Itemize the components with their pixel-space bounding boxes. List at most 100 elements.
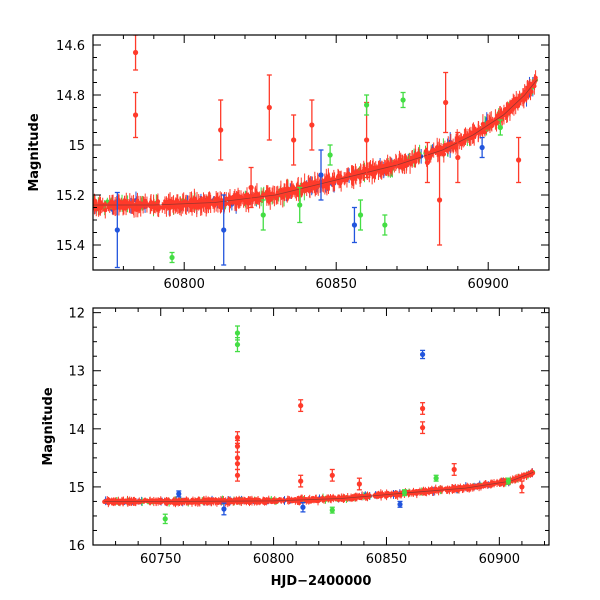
- y-tick-label: 13: [68, 365, 85, 380]
- bg-point: [98, 203, 103, 208]
- bg-point: [385, 161, 390, 167]
- data-point: [424, 159, 430, 166]
- bg-point: [116, 499, 122, 505]
- bg-point: [449, 486, 455, 491]
- bg-point: [482, 130, 488, 135]
- data-point: [169, 254, 175, 261]
- bg-point: [357, 175, 363, 180]
- top-panel: 60800 60850 60900 14.6 14.8 15 15.2 15.4 Magnitu…: [27, 34, 550, 292]
- data-point: [234, 434, 241, 441]
- bg-point: [171, 204, 177, 210]
- bg-point: [93, 202, 98, 207]
- data-point: [433, 475, 439, 481]
- x-axis: 60800 60850 60900: [92, 35, 550, 292]
- bg-point: [345, 171, 351, 176]
- data-point: [234, 341, 241, 348]
- y-tick-label: 14: [68, 423, 85, 438]
- y-tick-label: 15: [68, 481, 85, 496]
- bg-point: [243, 200, 249, 205]
- bg-point: [423, 488, 428, 493]
- bg-point: [143, 198, 148, 204]
- bg-point: [255, 498, 261, 503]
- bg-point: [171, 200, 176, 205]
- bg-point: [504, 106, 509, 112]
- y-axis: 12 13 14 15 16: [68, 307, 549, 554]
- bg-point: [167, 198, 173, 204]
- bg-point: [533, 75, 538, 81]
- bg-point: [224, 196, 229, 201]
- bg-point: [321, 497, 327, 503]
- data-point: [298, 402, 304, 409]
- bg-point: [529, 89, 534, 95]
- bottom-panel: 60750 60800 60850 60900 12 13 14 15 16 Magnitude H…: [41, 307, 550, 589]
- y-tick-label: 14.6: [56, 39, 85, 54]
- data-point: [397, 501, 403, 507]
- data-point: [364, 102, 370, 108]
- series-1: [162, 325, 511, 525]
- bg-point: [370, 166, 375, 172]
- bg-point: [409, 491, 415, 496]
- data-point: [401, 490, 408, 496]
- bg-point: [299, 496, 304, 502]
- bg-point: [118, 205, 123, 210]
- bg-point: [183, 203, 188, 208]
- bg-point: [148, 203, 153, 209]
- data-point: [298, 478, 304, 484]
- bg-point: [167, 206, 172, 211]
- data-point: [318, 172, 324, 178]
- data-point: [436, 197, 443, 203]
- bg-point: [262, 499, 267, 504]
- bg-point: [371, 173, 376, 178]
- data-point: [132, 49, 139, 56]
- data-point: [356, 481, 362, 487]
- bg-point: [374, 165, 380, 170]
- data-point: [162, 516, 168, 522]
- bg-point: [384, 170, 389, 175]
- series-0: [132, 35, 522, 246]
- bg-point: [470, 133, 476, 139]
- bg-point: [427, 155, 432, 161]
- data-point: [329, 507, 335, 513]
- bg-point: [133, 499, 138, 505]
- x-tick-label: 60850: [316, 277, 357, 292]
- plot-area: [93, 35, 539, 269]
- bg-point: [416, 152, 422, 158]
- data-point: [364, 137, 370, 143]
- bg-point: [148, 500, 153, 505]
- bg-point: [264, 194, 270, 200]
- data-point: [497, 124, 503, 131]
- bg-point: [174, 198, 180, 203]
- plot-frame: [92, 307, 550, 546]
- bg-point: [197, 197, 203, 203]
- series-1: [169, 91, 503, 264]
- bg-point: [97, 199, 102, 204]
- y-tick-label: 15.4: [56, 239, 85, 254]
- y-tick-label: 16: [68, 539, 85, 554]
- bg-point: [176, 500, 181, 505]
- series-2: [176, 349, 426, 516]
- data-point: [132, 112, 139, 118]
- data-point: [114, 227, 120, 233]
- x-axis: 60750 60800 60850 60900: [92, 308, 545, 567]
- bg-point: [109, 199, 115, 205]
- data-point: [329, 472, 335, 478]
- bg-point: [485, 120, 491, 126]
- data-point: [176, 491, 182, 497]
- bg-point: [148, 200, 154, 205]
- bg-point: [438, 145, 444, 151]
- bg-point: [160, 205, 165, 210]
- x-tick-label: 60800: [164, 277, 205, 292]
- bg-point: [379, 168, 384, 173]
- data-point: [234, 461, 241, 467]
- bg-point: [388, 167, 394, 172]
- bg-point: [442, 143, 448, 148]
- bg-point: [94, 207, 99, 212]
- data-point: [455, 154, 461, 161]
- data-point: [419, 405, 426, 412]
- bg-point: [338, 178, 344, 184]
- dense-points: [93, 70, 539, 219]
- bg-point: [201, 198, 207, 203]
- plot-frame: [92, 34, 550, 271]
- bg-point: [231, 195, 237, 200]
